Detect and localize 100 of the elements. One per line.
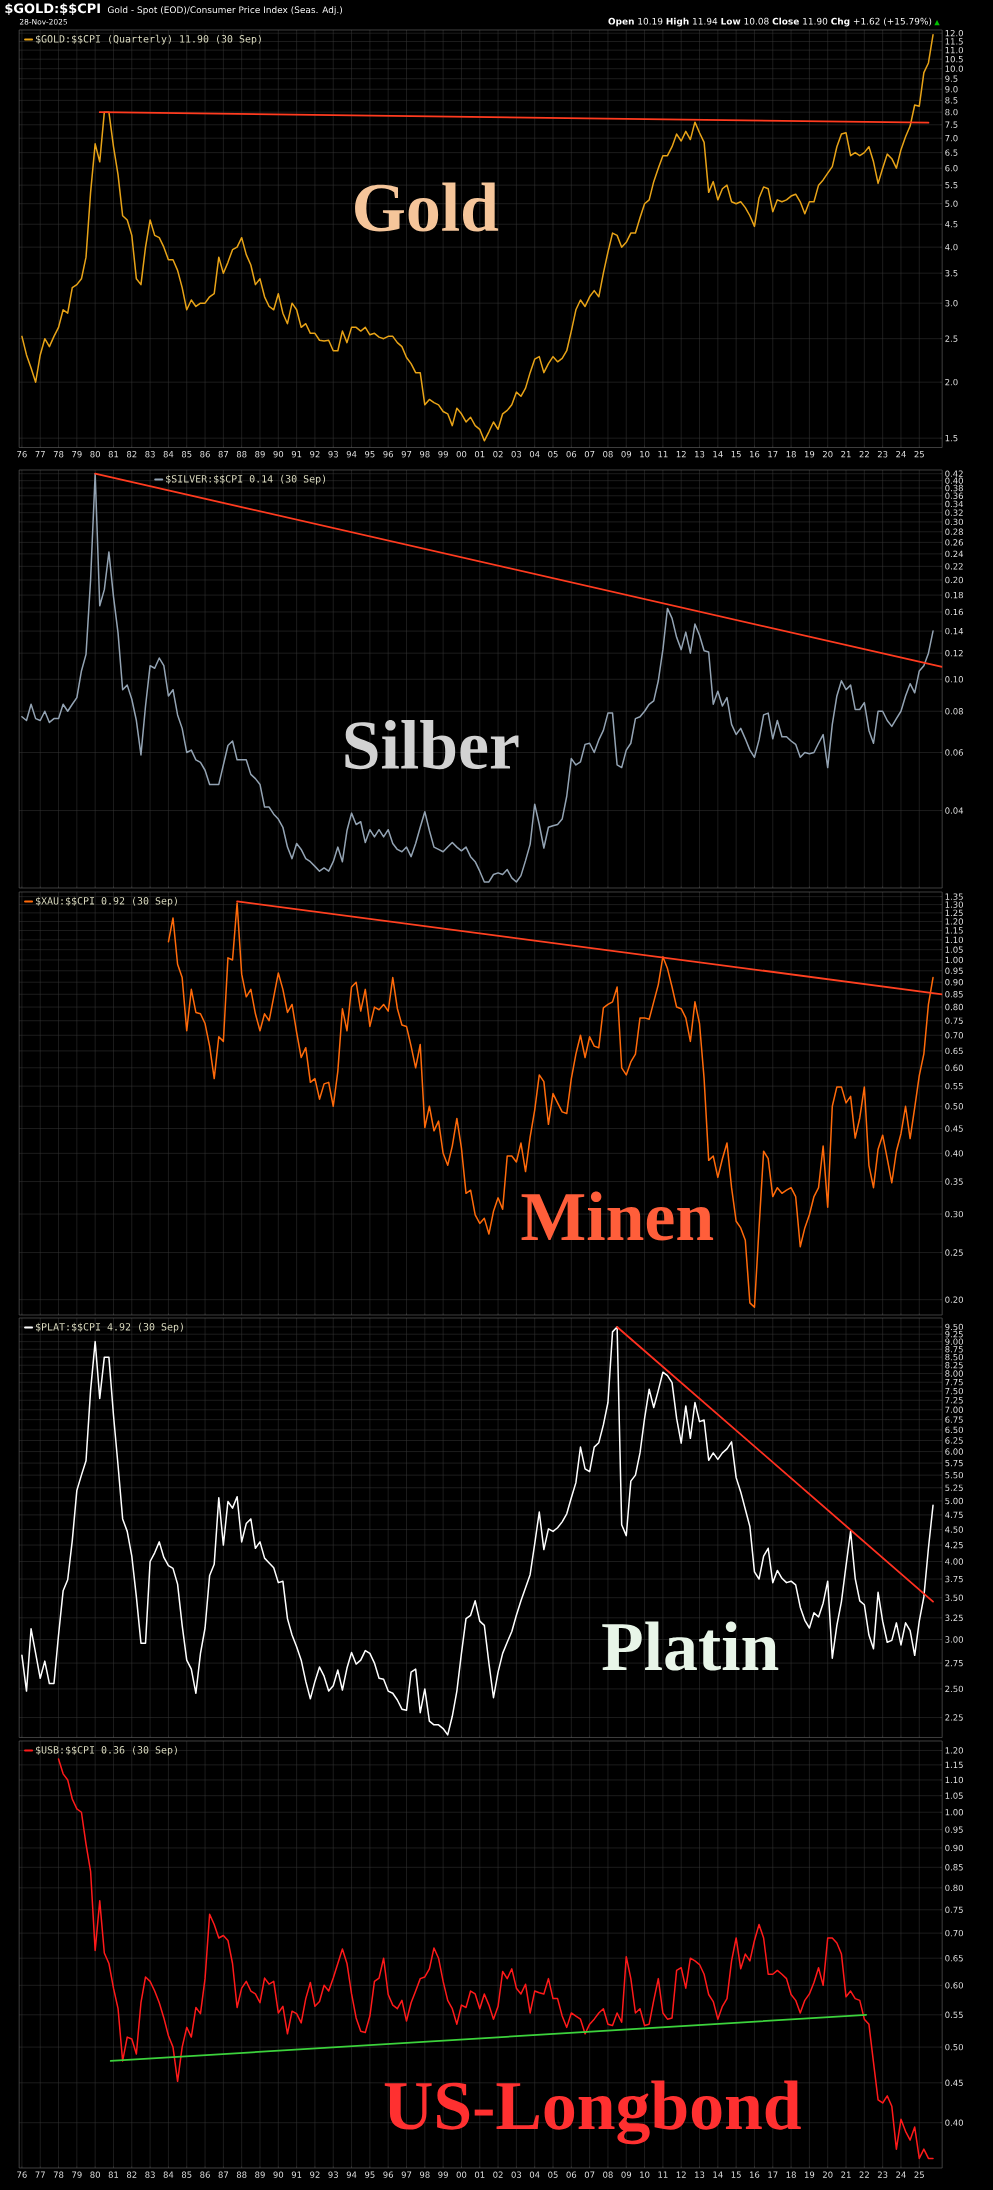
- x-tick-label: 97: [401, 2171, 412, 2178]
- y-tick-label: 0.24: [945, 550, 963, 558]
- x-tick-label: 93: [328, 2171, 338, 2178]
- x-tick-label: 16: [749, 2171, 760, 2178]
- x-tick-label: 19: [804, 451, 815, 458]
- y-tick-label: 1.15: [945, 927, 963, 934]
- chart-subtitle: Gold - Spot (EOD)/Consumer Price Index (Seas. Adj.): [107, 6, 342, 15]
- x-tick-label: 07: [584, 451, 595, 458]
- x-tick-label: 76: [17, 451, 27, 458]
- x-tick-label: 14: [713, 2171, 723, 2178]
- x-tick-label: 09: [621, 451, 631, 458]
- x-tick-label: 99: [438, 451, 448, 458]
- y-tick-label: 3.75: [945, 1575, 963, 1583]
- y-tick-label: 7.5: [945, 121, 958, 128]
- y-tick-label: 4.0: [945, 243, 958, 251]
- y-tick-label: 0.40: [945, 1150, 963, 1157]
- y-tick-label: 0.40: [945, 2119, 963, 2126]
- y-tick-label: 1.00: [945, 956, 963, 964]
- x-tick-label: 05: [548, 2171, 558, 2178]
- y-tick-label: 6.5: [945, 149, 958, 156]
- y-tick-label: 0.25: [945, 1249, 963, 1256]
- annotation: Minen: [521, 1191, 714, 1241]
- y-tick-label: 0.08: [945, 708, 963, 715]
- x-tick-label: 22: [859, 451, 869, 458]
- x-tick-label: 22: [859, 2171, 869, 2178]
- y-tick-label: 5.50: [945, 1471, 963, 1479]
- y-tick-label: 0.95: [945, 1826, 963, 1833]
- y-tick-label: 0.16: [945, 608, 963, 616]
- y-tick-label: 1.20: [945, 918, 963, 925]
- x-tick-label: 10: [640, 451, 650, 458]
- y-tick-label: 0.65: [945, 1047, 963, 1055]
- y-tick-label: 8.00: [945, 1370, 963, 1377]
- annotation: Gold: [354, 182, 499, 232]
- y-tick-label: 0.80: [945, 1003, 963, 1011]
- y-tick-label: 1.25: [945, 909, 963, 917]
- x-tick-label: 21: [841, 451, 851, 458]
- y-tick-label: 3.5: [945, 269, 958, 277]
- y-tick-label: 6.0: [945, 165, 958, 172]
- y-tick-label: 2.75: [945, 1659, 963, 1667]
- x-tick-label: 23: [877, 2171, 888, 2178]
- y-tick-label: 0.90: [945, 979, 963, 986]
- x-tick-label: 00: [456, 2171, 467, 2178]
- y-tick-label: 11.0: [945, 46, 963, 54]
- y-tick-label: 6.25: [945, 1437, 963, 1444]
- y-tick-label: 4.50: [945, 1526, 963, 1533]
- y-tick-label: 9.50: [945, 1323, 963, 1331]
- y-tick-label: 8.0: [945, 108, 958, 116]
- y-tick-label: 7.00: [945, 1406, 963, 1413]
- y-tick-label: 7.25: [945, 1397, 963, 1404]
- x-tick-label: 89: [255, 451, 265, 458]
- x-tick-label: 05: [548, 451, 558, 458]
- y-tick-label: 1.30: [945, 901, 963, 908]
- x-tick-label: 02: [493, 451, 503, 458]
- y-tick-label: 0.65: [945, 1955, 963, 1962]
- x-tick-label: 95: [364, 2171, 375, 2178]
- line-series: [57, 1758, 934, 2160]
- y-tick-label: 9.5: [945, 75, 958, 82]
- x-tick-label: 11: [658, 451, 668, 458]
- y-tick-label: 0.75: [945, 1906, 963, 1913]
- y-tick-label: 4.75: [945, 1511, 963, 1519]
- y-tick-label: 7.0: [945, 134, 958, 142]
- y-tick-label: 1.35: [945, 893, 963, 900]
- y-tick-label: 0.80: [945, 1884, 963, 1892]
- y-tick-label: 6.75: [945, 1416, 963, 1423]
- y-tick-label: 9.00: [945, 1338, 963, 1345]
- x-tick-label: 04: [529, 451, 540, 458]
- y-tick-label: 0.06: [945, 749, 963, 756]
- y-tick-label: 8.50: [945, 1353, 963, 1361]
- x-tick-label: 24: [896, 2171, 906, 2178]
- x-tick-label: 18: [786, 451, 796, 458]
- x-tick-label: 01: [474, 451, 485, 458]
- y-tick-label: 0.22: [945, 563, 963, 570]
- y-tick-label: 8.75: [945, 1346, 963, 1353]
- y-tick-label: 0.55: [945, 1082, 963, 1090]
- x-tick-label: 90: [273, 2171, 284, 2178]
- y-tick-label: 1.10: [945, 936, 963, 944]
- x-tick-label: 02: [493, 2171, 503, 2178]
- y-tick-label: 0.14: [945, 627, 963, 635]
- y-tick-label: 0.70: [945, 1032, 963, 1039]
- x-tick-label: 89: [255, 2171, 265, 2178]
- x-tick-label: 17: [768, 451, 778, 458]
- x-tick-label: 03: [511, 451, 521, 458]
- x-tick-label: 90: [273, 451, 284, 458]
- y-tick-label: 0.36: [945, 492, 963, 499]
- x-tick-label: 85: [181, 2171, 192, 2178]
- x-tick-label: 06: [566, 2171, 577, 2178]
- y-tick-label: 10.0: [945, 65, 963, 72]
- x-tick-label: 83: [145, 2171, 155, 2178]
- y-tick-label: 0.75: [945, 1017, 963, 1024]
- x-tick-label: 83: [145, 451, 155, 458]
- y-tick-label: 1.20: [945, 1747, 963, 1754]
- y-tick-label: 0.85: [945, 1864, 963, 1871]
- y-tick-label: 6.00: [945, 1448, 963, 1455]
- y-tick-label: 0.60: [945, 1982, 963, 1989]
- x-tick-label: 96: [383, 2171, 393, 2178]
- x-tick-label: 12: [676, 2171, 686, 2178]
- x-tick-label: 07: [584, 2171, 595, 2178]
- y-tick-label: 12.0: [945, 30, 963, 37]
- legend-label: $XAU:$$CPI 0.92 (30 Sep): [35, 896, 177, 907]
- annotation: US-Longbond: [384, 2080, 801, 2145]
